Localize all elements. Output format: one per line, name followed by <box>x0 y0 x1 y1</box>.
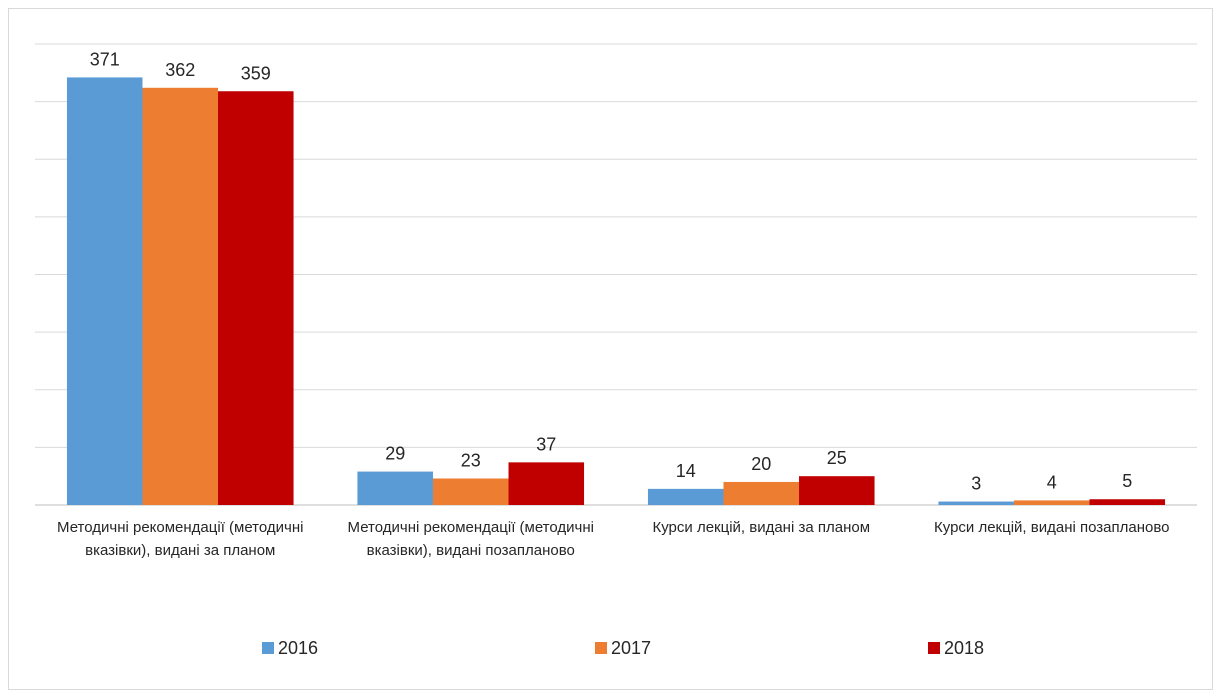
x-tick-label: Методичні рекомендації (методичні вказів… <box>57 519 304 559</box>
bar <box>508 462 585 505</box>
legend-swatch <box>595 642 607 654</box>
bar <box>142 87 219 506</box>
x-tick-label: Курси лекцій, видані позапланово <box>934 519 1170 536</box>
bar <box>723 481 800 505</box>
x-tick-label: Курси лекцій, видані за планом <box>652 519 871 536</box>
data-label: 362 <box>165 60 195 80</box>
bar <box>1013 500 1090 505</box>
bar <box>66 77 143 506</box>
legend-label: 2017 <box>611 638 651 658</box>
bar <box>938 501 1014 505</box>
legend-swatch <box>928 642 940 654</box>
bar <box>432 478 509 505</box>
data-label: 14 <box>676 461 696 481</box>
data-label: 5 <box>1122 471 1132 491</box>
bar <box>218 91 294 505</box>
bar <box>647 488 724 505</box>
data-label: 20 <box>751 454 771 474</box>
data-label: 25 <box>827 448 847 468</box>
legend-label: 2018 <box>944 638 984 658</box>
data-label: 359 <box>241 63 271 83</box>
legend-label: 2016 <box>278 638 318 658</box>
data-label: 23 <box>461 450 481 470</box>
bar <box>1089 499 1166 505</box>
bar <box>357 471 433 505</box>
data-label: 37 <box>536 434 556 454</box>
legend-swatch <box>262 642 274 654</box>
data-label: 371 <box>90 49 120 69</box>
data-label: 4 <box>1047 472 1057 492</box>
data-label: 3 <box>971 474 981 494</box>
data-label: 29 <box>385 444 405 464</box>
bar <box>799 476 875 505</box>
x-tick-label: Методичні рекомендації (методичні вказів… <box>347 519 594 559</box>
